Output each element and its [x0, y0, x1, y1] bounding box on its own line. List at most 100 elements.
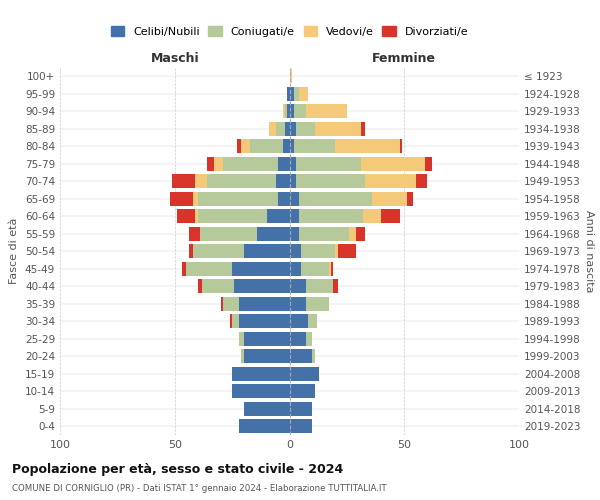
Bar: [198, 210, 266, 223]
Text: COMUNE DI CORNIGLIO (PR) - Dati ISTAT 1° gennaio 2024 - Elaborazione TUTTITALIA.: COMUNE DI CORNIGLIO (PR) - Dati ISTAT 1°…: [12, 484, 386, 493]
Bar: [193, 244, 244, 258]
Legend: Celibi/Nubili, Coniugati/e, Vedovi/e, Divorziati/e: Celibi/Nubili, Coniugati/e, Vedovi/e, Di…: [106, 22, 473, 42]
Bar: [278, 192, 290, 205]
Bar: [188, 244, 193, 258]
Bar: [290, 140, 294, 153]
Bar: [232, 367, 290, 380]
Bar: [425, 157, 432, 170]
Bar: [186, 262, 232, 276]
Bar: [239, 420, 290, 433]
Bar: [244, 332, 290, 345]
Bar: [365, 174, 416, 188]
Bar: [294, 87, 299, 101]
Bar: [299, 210, 363, 223]
Bar: [257, 227, 290, 240]
Bar: [299, 87, 308, 101]
Bar: [214, 157, 223, 170]
Bar: [290, 104, 294, 118]
Bar: [223, 297, 239, 310]
Bar: [276, 174, 290, 188]
Bar: [200, 227, 257, 240]
Bar: [333, 280, 338, 293]
Y-axis label: Fasce di età: Fasce di età: [10, 218, 19, 284]
Bar: [232, 262, 290, 276]
Bar: [239, 332, 244, 345]
Bar: [232, 314, 239, 328]
Bar: [299, 227, 349, 240]
Bar: [221, 297, 223, 310]
Bar: [232, 384, 290, 398]
Bar: [305, 332, 313, 345]
Bar: [283, 104, 285, 118]
Bar: [290, 210, 299, 223]
Bar: [296, 122, 315, 136]
Bar: [241, 140, 250, 153]
Bar: [329, 262, 331, 276]
Bar: [361, 122, 365, 136]
Bar: [290, 262, 301, 276]
Text: Maschi: Maschi: [151, 52, 199, 65]
Bar: [196, 210, 198, 223]
Text: Popolazione per età, sesso e stato civile - 2024: Popolazione per età, sesso e stato civil…: [12, 462, 343, 475]
Bar: [244, 402, 290, 415]
Bar: [290, 70, 292, 83]
Bar: [290, 192, 299, 205]
Y-axis label: Anni di nascita: Anni di nascita: [584, 210, 595, 292]
Bar: [269, 122, 276, 136]
Bar: [305, 280, 333, 293]
Bar: [278, 157, 290, 170]
Bar: [315, 122, 361, 136]
Bar: [290, 402, 313, 415]
Bar: [290, 350, 313, 363]
Bar: [239, 297, 290, 310]
Bar: [283, 140, 290, 153]
Bar: [301, 262, 329, 276]
Bar: [305, 104, 347, 118]
Bar: [287, 104, 290, 118]
Bar: [335, 244, 338, 258]
Bar: [305, 297, 329, 310]
Bar: [177, 210, 196, 223]
Bar: [188, 227, 200, 240]
Bar: [244, 350, 290, 363]
Bar: [331, 262, 333, 276]
Bar: [335, 140, 400, 153]
Bar: [266, 210, 290, 223]
Bar: [223, 157, 278, 170]
Bar: [290, 367, 319, 380]
Bar: [290, 332, 305, 345]
Bar: [207, 157, 214, 170]
Bar: [290, 420, 313, 433]
Bar: [363, 210, 382, 223]
Bar: [198, 280, 202, 293]
Bar: [290, 122, 296, 136]
Bar: [299, 192, 372, 205]
Bar: [301, 244, 335, 258]
Bar: [235, 280, 290, 293]
Bar: [193, 192, 198, 205]
Bar: [285, 104, 287, 118]
Bar: [349, 227, 356, 240]
Bar: [290, 157, 296, 170]
Bar: [170, 192, 193, 205]
Bar: [361, 157, 425, 170]
Bar: [230, 314, 232, 328]
Bar: [244, 244, 290, 258]
Bar: [407, 192, 413, 205]
Bar: [287, 87, 290, 101]
Bar: [290, 87, 294, 101]
Bar: [241, 350, 244, 363]
Bar: [290, 244, 301, 258]
Bar: [196, 174, 207, 188]
Bar: [172, 174, 196, 188]
Bar: [313, 350, 315, 363]
Bar: [285, 122, 290, 136]
Bar: [294, 104, 305, 118]
Bar: [296, 157, 361, 170]
Bar: [290, 174, 296, 188]
Bar: [382, 210, 400, 223]
Text: Femmine: Femmine: [372, 52, 436, 65]
Bar: [308, 314, 317, 328]
Bar: [338, 244, 356, 258]
Bar: [290, 280, 305, 293]
